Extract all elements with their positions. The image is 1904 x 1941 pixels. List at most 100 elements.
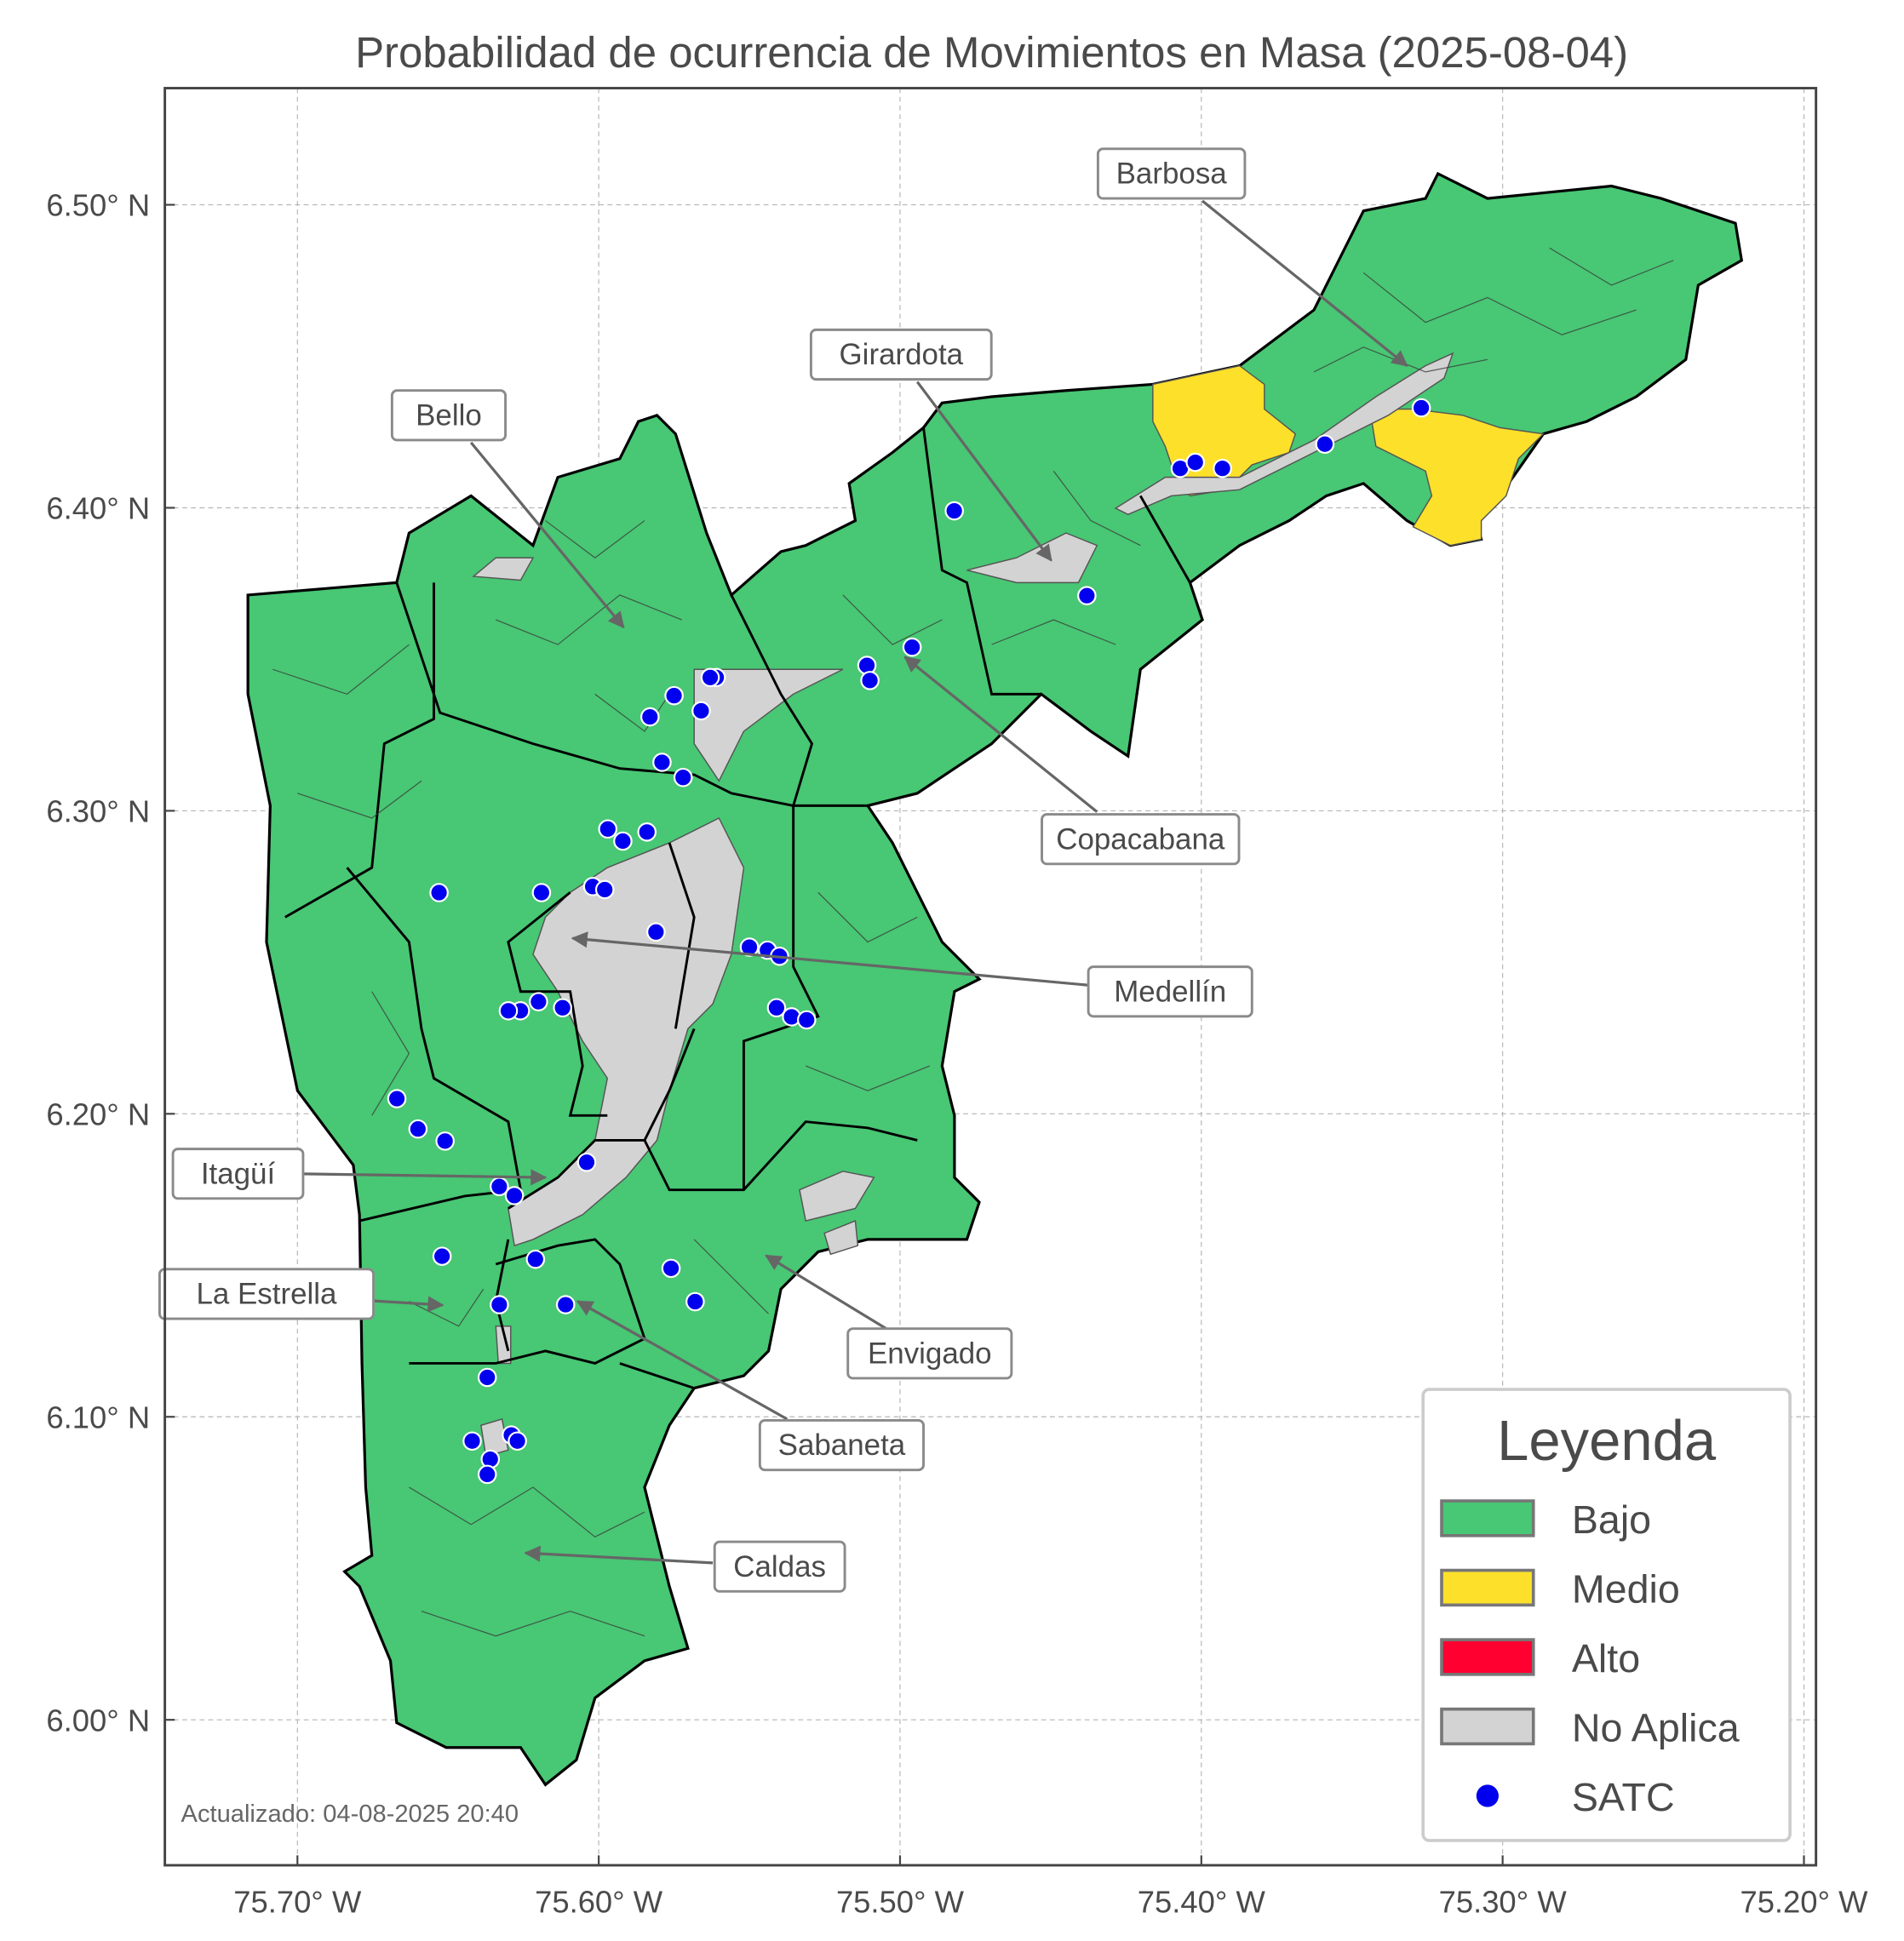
satc-station-point[interactable] bbox=[525, 1249, 546, 1269]
municipality-name: Envigado bbox=[868, 1337, 992, 1370]
legend-marker bbox=[1476, 1784, 1499, 1807]
x-tick-label: 75.50° W bbox=[836, 1884, 965, 1919]
satc-station-point[interactable] bbox=[555, 1295, 576, 1314]
satc-station-point[interactable] bbox=[1315, 434, 1335, 455]
municipality-labels: Barbosa Girardota Bello Copacabana Medellín I… bbox=[158, 147, 1408, 1593]
satc-station-point[interactable] bbox=[661, 1258, 681, 1279]
satc-station-point[interactable] bbox=[553, 998, 572, 1018]
satc-station-point[interactable] bbox=[646, 922, 666, 942]
vereda-boundaries bbox=[272, 247, 1674, 1637]
satc-station-point[interactable] bbox=[504, 1186, 525, 1205]
label-box bbox=[1096, 147, 1247, 200]
municipality-label: Itagüí bbox=[171, 1148, 548, 1200]
y-tick-label: 6.00° N bbox=[46, 1703, 150, 1738]
satc-station-point[interactable] bbox=[594, 879, 615, 900]
label-box bbox=[1087, 965, 1253, 1018]
satc-station-point[interactable] bbox=[462, 1431, 482, 1451]
municipality-label: Girardota bbox=[809, 328, 1052, 562]
municipality-label: Sabaneta bbox=[576, 1300, 925, 1472]
legend-item-no-aplica: No Aplica bbox=[1440, 1705, 1740, 1749]
municipality-name: Bello bbox=[416, 398, 482, 432]
satc-station-point[interactable] bbox=[387, 1089, 407, 1108]
satc-station-point[interactable] bbox=[429, 883, 449, 902]
label-arrow bbox=[1201, 199, 1408, 367]
map-title: Probabilidad de ocurrencia de Movimiento… bbox=[355, 28, 1628, 77]
satc-station-point[interactable] bbox=[685, 1291, 705, 1312]
legend-swatch bbox=[1440, 1707, 1535, 1746]
legend-swatch bbox=[1440, 1638, 1535, 1676]
label-arrow bbox=[571, 931, 1092, 988]
satc-station-point[interactable] bbox=[498, 1001, 519, 1021]
municipality-name: Barbosa bbox=[1116, 157, 1228, 191]
label-arrow bbox=[576, 1300, 789, 1421]
label-arrow bbox=[524, 1545, 714, 1565]
legend: Leyenda Bajo Medio Alto No Aplica SATC bbox=[1421, 1388, 1792, 1842]
satc-station-point[interactable] bbox=[673, 767, 693, 787]
satc-station-point[interactable] bbox=[1213, 458, 1232, 478]
satc-station-point[interactable] bbox=[766, 998, 787, 1018]
satc-station-point[interactable] bbox=[652, 753, 672, 772]
satc-station-point[interactable] bbox=[477, 1367, 497, 1388]
legend-swatch bbox=[1440, 1568, 1535, 1607]
y-tick-label: 6.50° N bbox=[46, 188, 150, 223]
satc-station-point[interactable] bbox=[739, 937, 760, 957]
municipality-label: Copacabana bbox=[903, 656, 1241, 866]
updated-timestamp: Actualizado: 04-08-2025 20:40 bbox=[181, 1801, 519, 1828]
label-box bbox=[713, 1540, 846, 1593]
satc-station-point[interactable] bbox=[691, 701, 711, 721]
satc-station-point[interactable] bbox=[637, 822, 657, 842]
region-medio-barbosa-east bbox=[1368, 408, 1545, 547]
municipality-label: Envigado bbox=[764, 1254, 1013, 1380]
satc-station-point[interactable] bbox=[640, 707, 660, 727]
label-arrow bbox=[469, 441, 625, 629]
legend-label: No Aplica bbox=[1572, 1705, 1740, 1749]
municipality-label: Barbosa bbox=[1096, 147, 1408, 367]
legend-title: Leyenda bbox=[1497, 1409, 1717, 1473]
satc-station-point[interactable] bbox=[508, 1431, 527, 1451]
satc-station-point[interactable] bbox=[902, 637, 922, 657]
municipality-label: Medellín bbox=[571, 931, 1253, 1018]
x-tick-label: 75.30° W bbox=[1439, 1884, 1568, 1919]
satc-station-point[interactable] bbox=[576, 1153, 597, 1172]
satc-station-point[interactable] bbox=[1077, 586, 1097, 605]
label-arrow bbox=[361, 1296, 444, 1313]
satc-station-point[interactable] bbox=[477, 1464, 497, 1485]
legend-label: Medio bbox=[1572, 1566, 1680, 1611]
municipality-name: Medellín bbox=[1114, 975, 1226, 1008]
x-tick-label: 75.60° W bbox=[535, 1884, 663, 1919]
legend-label: SATC bbox=[1572, 1775, 1675, 1819]
satc-station-point[interactable] bbox=[598, 819, 618, 839]
label-box bbox=[390, 389, 508, 442]
y-tick-label: 6.40° N bbox=[46, 491, 150, 526]
satc-station-point[interactable] bbox=[1411, 398, 1431, 418]
municipality-label: La Estrella bbox=[158, 1268, 444, 1320]
satc-station-point[interactable] bbox=[531, 883, 552, 902]
satc-station-point[interactable] bbox=[613, 831, 633, 851]
y-tick-label: 6.10° N bbox=[46, 1400, 150, 1434]
municipality-name: Girardota bbox=[840, 338, 964, 371]
municipality-label: Caldas bbox=[524, 1540, 846, 1593]
municipality-name: Caldas bbox=[733, 1550, 826, 1583]
legend-item-alto: Alto bbox=[1440, 1636, 1640, 1680]
satc-station-point[interactable] bbox=[664, 685, 684, 706]
axis-ticks: 75.70° W 75.60° W 75.50° W 75.40° W 75.30° W… bbox=[46, 188, 1868, 1920]
satc-station-point[interactable] bbox=[490, 1295, 509, 1314]
satc-station-point[interactable] bbox=[408, 1119, 428, 1139]
satc-station-point[interactable] bbox=[944, 501, 964, 521]
satc-station-point[interactable] bbox=[1185, 452, 1206, 472]
label-arrow bbox=[764, 1254, 887, 1331]
satc-station-point[interactable] bbox=[435, 1131, 455, 1151]
axes-frame bbox=[163, 87, 1818, 1867]
satc-station-point[interactable] bbox=[700, 667, 720, 688]
satc-station-point[interactable] bbox=[860, 671, 880, 690]
satc-station-point[interactable] bbox=[432, 1246, 452, 1266]
satc-station-point[interactable] bbox=[529, 992, 548, 1011]
label-box bbox=[1041, 813, 1241, 866]
region-no-aplica bbox=[472, 352, 1454, 1457]
municipality-name: Copacabana bbox=[1056, 822, 1225, 856]
label-box bbox=[846, 1327, 1013, 1380]
label-box bbox=[158, 1268, 375, 1320]
satc-points bbox=[387, 398, 1431, 1485]
satc-station-point[interactable] bbox=[797, 1010, 817, 1030]
